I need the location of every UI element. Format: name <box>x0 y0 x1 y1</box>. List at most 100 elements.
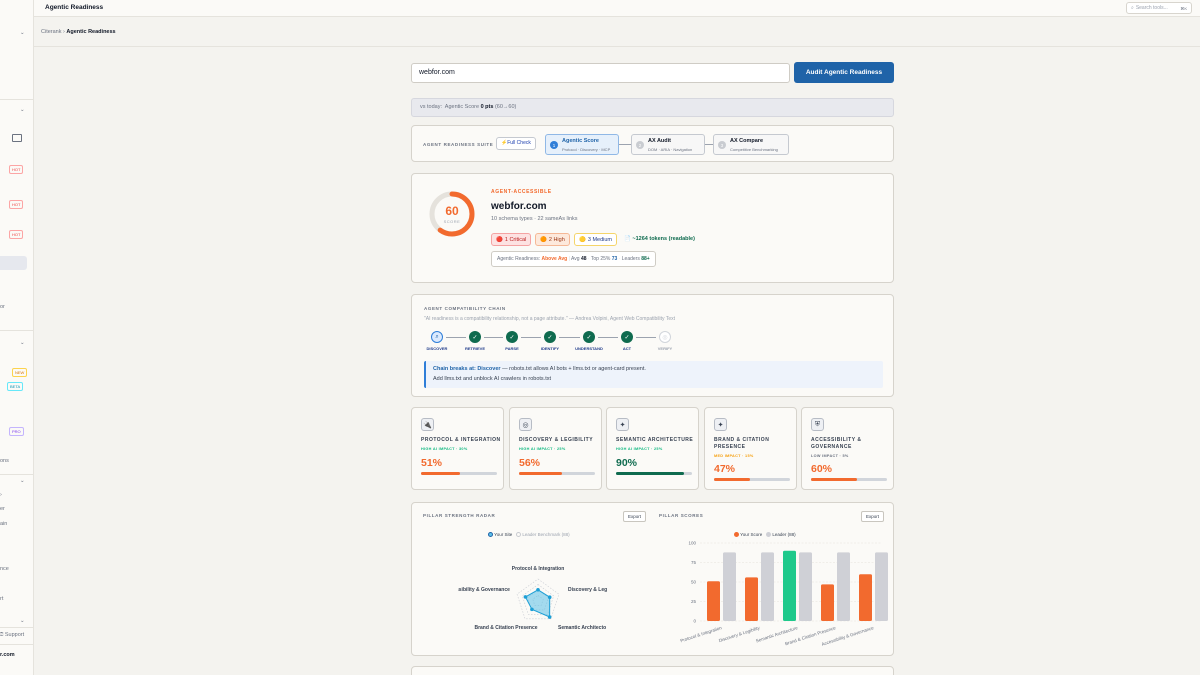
chain-title: AGENT COMPATIBILITY CHAIN <box>424 306 506 311</box>
bar-your-score <box>745 577 758 621</box>
chain-connector <box>521 337 541 338</box>
chevron-down-icon[interactable]: ⌄ <box>20 107 25 113</box>
vs-today-label: vs today: <box>420 104 443 110</box>
critical-issues-pill[interactable]: 🔴 1 Critical <box>491 233 532 246</box>
sidebar-item-label[interactable]: or <box>0 304 5 310</box>
chevron-down-icon[interactable]: ⌄ <box>20 30 25 36</box>
sparkle-icon: ✦ <box>616 418 629 431</box>
radar-series-your-site <box>524 589 551 618</box>
x-category-label: Protocol & Integration <box>680 625 723 643</box>
sidebar-item-active[interactable] <box>0 256 27 270</box>
score-ring-fill <box>429 191 475 237</box>
window-icon[interactable] <box>12 134 22 142</box>
bar-leader <box>761 552 774 621</box>
pillar-percent: 60% <box>811 463 833 475</box>
chain-alert-fix: Add llms.txt and unblock AI crawlers in … <box>433 376 551 382</box>
chain-step-label: ACT <box>622 346 632 351</box>
pillar-name: SEMANTIC ARCHITECTURE <box>616 437 694 443</box>
full-check-button[interactable]: ⚡Full Check <box>496 137 536 150</box>
bar-export-button[interactable]: Export <box>861 511 885 522</box>
beta-badge: BETA <box>7 382 24 391</box>
chain-step-verify-icon[interactable]: ◎ <box>659 331 671 343</box>
pillar-progress-fill <box>616 472 685 475</box>
step-number: 1 <box>550 141 558 149</box>
chain-step-label: VERIFY <box>657 346 673 351</box>
bar-your-score <box>783 550 796 621</box>
benchmark-label: Agentic Readiness: <box>497 256 541 262</box>
page-title: Agentic Readiness <box>45 4 104 11</box>
chain-step-parse-icon[interactable]: ✓ <box>506 331 518 343</box>
bar-your-score <box>707 581 720 621</box>
token-label: ~1264 tokens (readable) <box>632 236 695 242</box>
chevron-down-icon[interactable]: ⌄ <box>20 340 25 346</box>
vs-today-value: 0 pts <box>480 104 494 110</box>
pro-badge: PRO <box>9 427 24 436</box>
audit-button[interactable]: Audit Agentic Readiness <box>794 62 894 83</box>
account-domain[interactable]: r.com <box>0 652 15 658</box>
pillar-impact: MED IMPACT · 15% <box>714 454 754 458</box>
pillar-name: ACCESSIBILITY & GOVERNANCE <box>811 437 862 450</box>
y-tick-label: 25 <box>691 599 697 604</box>
step-number: 2 <box>636 141 644 149</box>
pillar-progress-fill <box>519 472 562 475</box>
pillar-progress-fill <box>714 478 750 481</box>
chevron-down-icon[interactable]: ⌄ <box>20 478 25 484</box>
plug-icon: 🔌 <box>421 418 434 431</box>
radar-axis-label: ssibility & Governance <box>458 587 510 593</box>
high-issues-pill[interactable]: 🟠 2 High <box>535 233 570 246</box>
sidebar-item-label[interactable]: nce <box>0 566 9 572</box>
score-value: 60 <box>445 204 459 218</box>
suite-step-agentic-score[interactable]: 1 Agentic Score Protocol · Discovery · M… <box>545 134 619 155</box>
pillar-card[interactable]: ✦ SEMANTIC ARCHITECTURE HIGH AI IMPACT · 2… <box>606 407 699 490</box>
chain-connector <box>484 337 503 338</box>
radar-grid <box>521 584 555 615</box>
chain-step-label: UNDERSTAND <box>575 346 603 351</box>
radar-axis-label: Brand & Citation Presence <box>474 625 537 631</box>
sidebar-item-label[interactable]: ons <box>0 458 9 464</box>
chain-step-discover-icon[interactable]: ⌕ <box>431 331 443 343</box>
pillar-card[interactable]: ✦ BRAND & CITATION PRESENCE MED IMPACT · 1… <box>704 407 797 490</box>
pillar-percent: 47% <box>714 463 736 475</box>
pillar-progress-bar <box>421 472 497 475</box>
sidebar-item-label[interactable]: ain <box>0 521 8 527</box>
pillar-progress-fill <box>421 472 460 475</box>
next-card <box>411 666 894 675</box>
search-input[interactable]: ⌕ Search tools... ⌘K <box>1126 2 1192 14</box>
chain-alert-text: Chain breaks at: Discover — robots.txt a… <box>433 366 646 372</box>
pillar-progress-fill <box>811 478 857 481</box>
sidebar-divider <box>0 474 33 475</box>
suite-step-ax-compare[interactable]: 3 AX Compare Competitive Benchmarking <box>713 134 789 155</box>
suite-step-ax-audit[interactable]: 2 AX Audit DOM · ARIA · Navigation <box>631 134 705 155</box>
help-icon: ⍰ <box>0 632 4 638</box>
discovery-icon: ◎ <box>519 418 532 431</box>
medium-issues-pill[interactable]: 🟡 3 Medium <box>574 233 618 246</box>
avg-label: Avg <box>571 256 580 262</box>
url-input[interactable]: webfor.com <box>411 63 790 83</box>
status-badge: AGENT-ACCESSIBLE <box>491 189 552 195</box>
sidebar-item-label[interactable]: er <box>0 506 5 512</box>
score-domain: webfor.com <box>491 201 547 212</box>
sidebar-item-label[interactable]: rt <box>0 596 4 602</box>
breadcrumb-root[interactable]: Citerank <box>41 29 62 35</box>
chain-step-understand-icon[interactable]: ✓ <box>583 331 595 343</box>
chain-step-act-icon[interactable]: ✓ <box>621 331 633 343</box>
sidebar-item-label[interactable]: › <box>0 492 2 498</box>
support-link[interactable]: ⍰ Support <box>0 632 24 639</box>
chain-card: AGENT COMPATIBILITY CHAIN "AI readiness … <box>411 294 894 397</box>
chain-step-label: IDENTIFY <box>540 346 560 351</box>
y-tick-label: 100 <box>688 541 696 546</box>
pillar-card[interactable]: ⛨ ACCESSIBILITY & GOVERNANCE LOW IMPACT · … <box>801 407 894 490</box>
pillar-card[interactable]: ◎ DISCOVERY & LEGIBILITY HIGH AI IMPACT · … <box>509 407 602 490</box>
bar-leader <box>799 552 812 621</box>
score-card: 60 SCORE AGENT-ACCESSIBLE webfor.com 10 … <box>411 173 894 283</box>
chevron-down-icon[interactable]: ⌄ <box>20 618 25 624</box>
pillar-card[interactable]: 🔌 PROTOCOL & INTEGRATION HIGH AI IMPACT · … <box>411 407 504 490</box>
chain-step-retrieve-icon[interactable]: ✓ <box>469 331 481 343</box>
chain-alert-body: — robots.txt allows AI bots + llms.txt o… <box>500 366 646 372</box>
red-dot-icon: 🔴 <box>496 236 503 243</box>
chain-step-identify-icon[interactable]: ✓ <box>544 331 556 343</box>
pillar-percent: 51% <box>421 457 443 469</box>
radar-export-button[interactable]: Export <box>623 511 647 522</box>
medium-label: 3 Medium <box>587 236 613 243</box>
legend-leader: Leader (88) <box>772 532 796 537</box>
